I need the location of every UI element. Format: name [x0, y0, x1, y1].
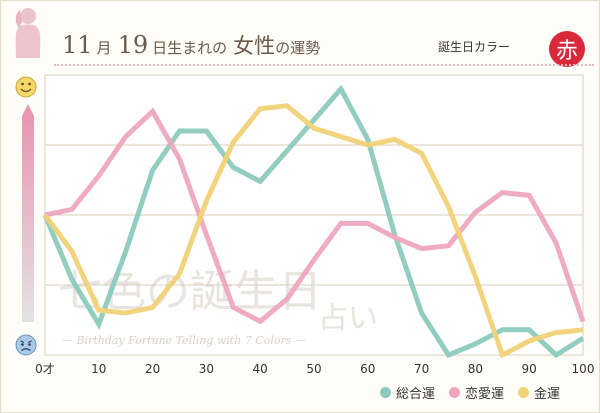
- title-date-number: 19: [117, 31, 149, 59]
- series-line-love: [44, 107, 586, 325]
- legend-dot-overall: [380, 386, 391, 398]
- page-title: 11 月 19 日生まれの 女性 の運勢: [62, 30, 320, 60]
- x-tick-label: 40: [253, 362, 268, 376]
- x-tick-label: 90: [522, 362, 537, 376]
- mood-scale-arrow: [22, 104, 34, 116]
- mood-scale-bar: [22, 116, 34, 322]
- x-tick-label: 100: [572, 362, 595, 376]
- mood-scale: [22, 104, 34, 322]
- smiley-face-icon: [15, 76, 37, 98]
- x-tick-label: 80: [468, 362, 483, 376]
- series-lines: [42, 84, 586, 359]
- legend-label-love: 恋愛運: [465, 386, 505, 402]
- woman-silhouette-icon: [6, 6, 50, 62]
- x-tick-label: 20: [145, 362, 160, 376]
- series-line-money: [42, 103, 584, 359]
- legend-item-overall: 総合運: [380, 383, 435, 402]
- watermark-subtitle: 占い: [318, 301, 378, 336]
- header-divider: [54, 64, 594, 66]
- legend-dot-love: [449, 386, 461, 398]
- x-tick-label: 70: [414, 362, 429, 376]
- x-tick-label: 30: [199, 362, 214, 376]
- birthday-color-label: 誕生日カラー: [438, 40, 511, 54]
- title-month-char: 月: [96, 39, 112, 57]
- legend-label-overall: 総合運: [396, 386, 436, 402]
- watermark-english: — Birthday Fortune Telling with 7 Colors…: [62, 334, 306, 347]
- legend-dot-money: [518, 386, 530, 398]
- x-tick-label: 60: [360, 362, 375, 376]
- header: 11 月 19 日生まれの 女性 の運勢 誕生日カラー 赤: [0, 0, 600, 68]
- legend-item-love: 恋愛運: [449, 383, 504, 402]
- title-text-c: の運勢: [275, 39, 321, 57]
- legend: 総合運 恋愛運 金運: [380, 383, 560, 402]
- birthday-color-badge: 赤: [549, 31, 585, 67]
- worried-face-icon: [15, 334, 37, 356]
- legend-label-money: 金運: [534, 386, 561, 402]
- legend-item-money: 金運: [518, 383, 560, 402]
- x-axis-ticks: 0才 10 20 30 40 50 60 70 80 90 100: [35, 362, 594, 376]
- x-tick-label: 50: [306, 362, 321, 376]
- title-day-number: 11: [62, 31, 93, 59]
- x-tick-label: 10: [91, 362, 106, 376]
- x-tick-label: 0才: [35, 362, 55, 376]
- title-text-a: 日生まれの: [152, 39, 228, 57]
- title-text-b: 女性: [233, 34, 276, 58]
- grid-lines: [45, 144, 583, 286]
